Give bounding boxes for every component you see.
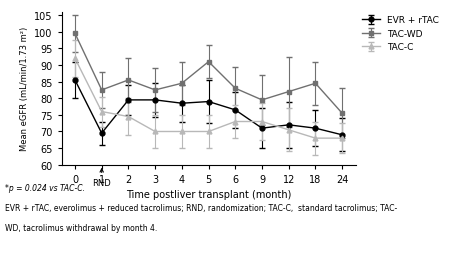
Text: EVR + rTAC, everolimus + reduced tacrolimus; RND, randomization; TAC-C,  standar: EVR + rTAC, everolimus + reduced tacroli… — [5, 203, 397, 212]
X-axis label: Time postliver transplant (month): Time postliver transplant (month) — [126, 189, 291, 200]
Text: *p = 0.024 vs TAC-C.: *p = 0.024 vs TAC-C. — [5, 183, 85, 192]
Y-axis label: Mean eGFR (mL/min/1.73 m²): Mean eGFR (mL/min/1.73 m²) — [19, 27, 28, 151]
Text: RND: RND — [92, 169, 111, 187]
Legend: EVR + rTAC, TAC-WD, TAC-C: EVR + rTAC, TAC-WD, TAC-C — [358, 13, 443, 56]
Text: WD, tacrolimus withdrawal by month 4.: WD, tacrolimus withdrawal by month 4. — [5, 224, 157, 232]
